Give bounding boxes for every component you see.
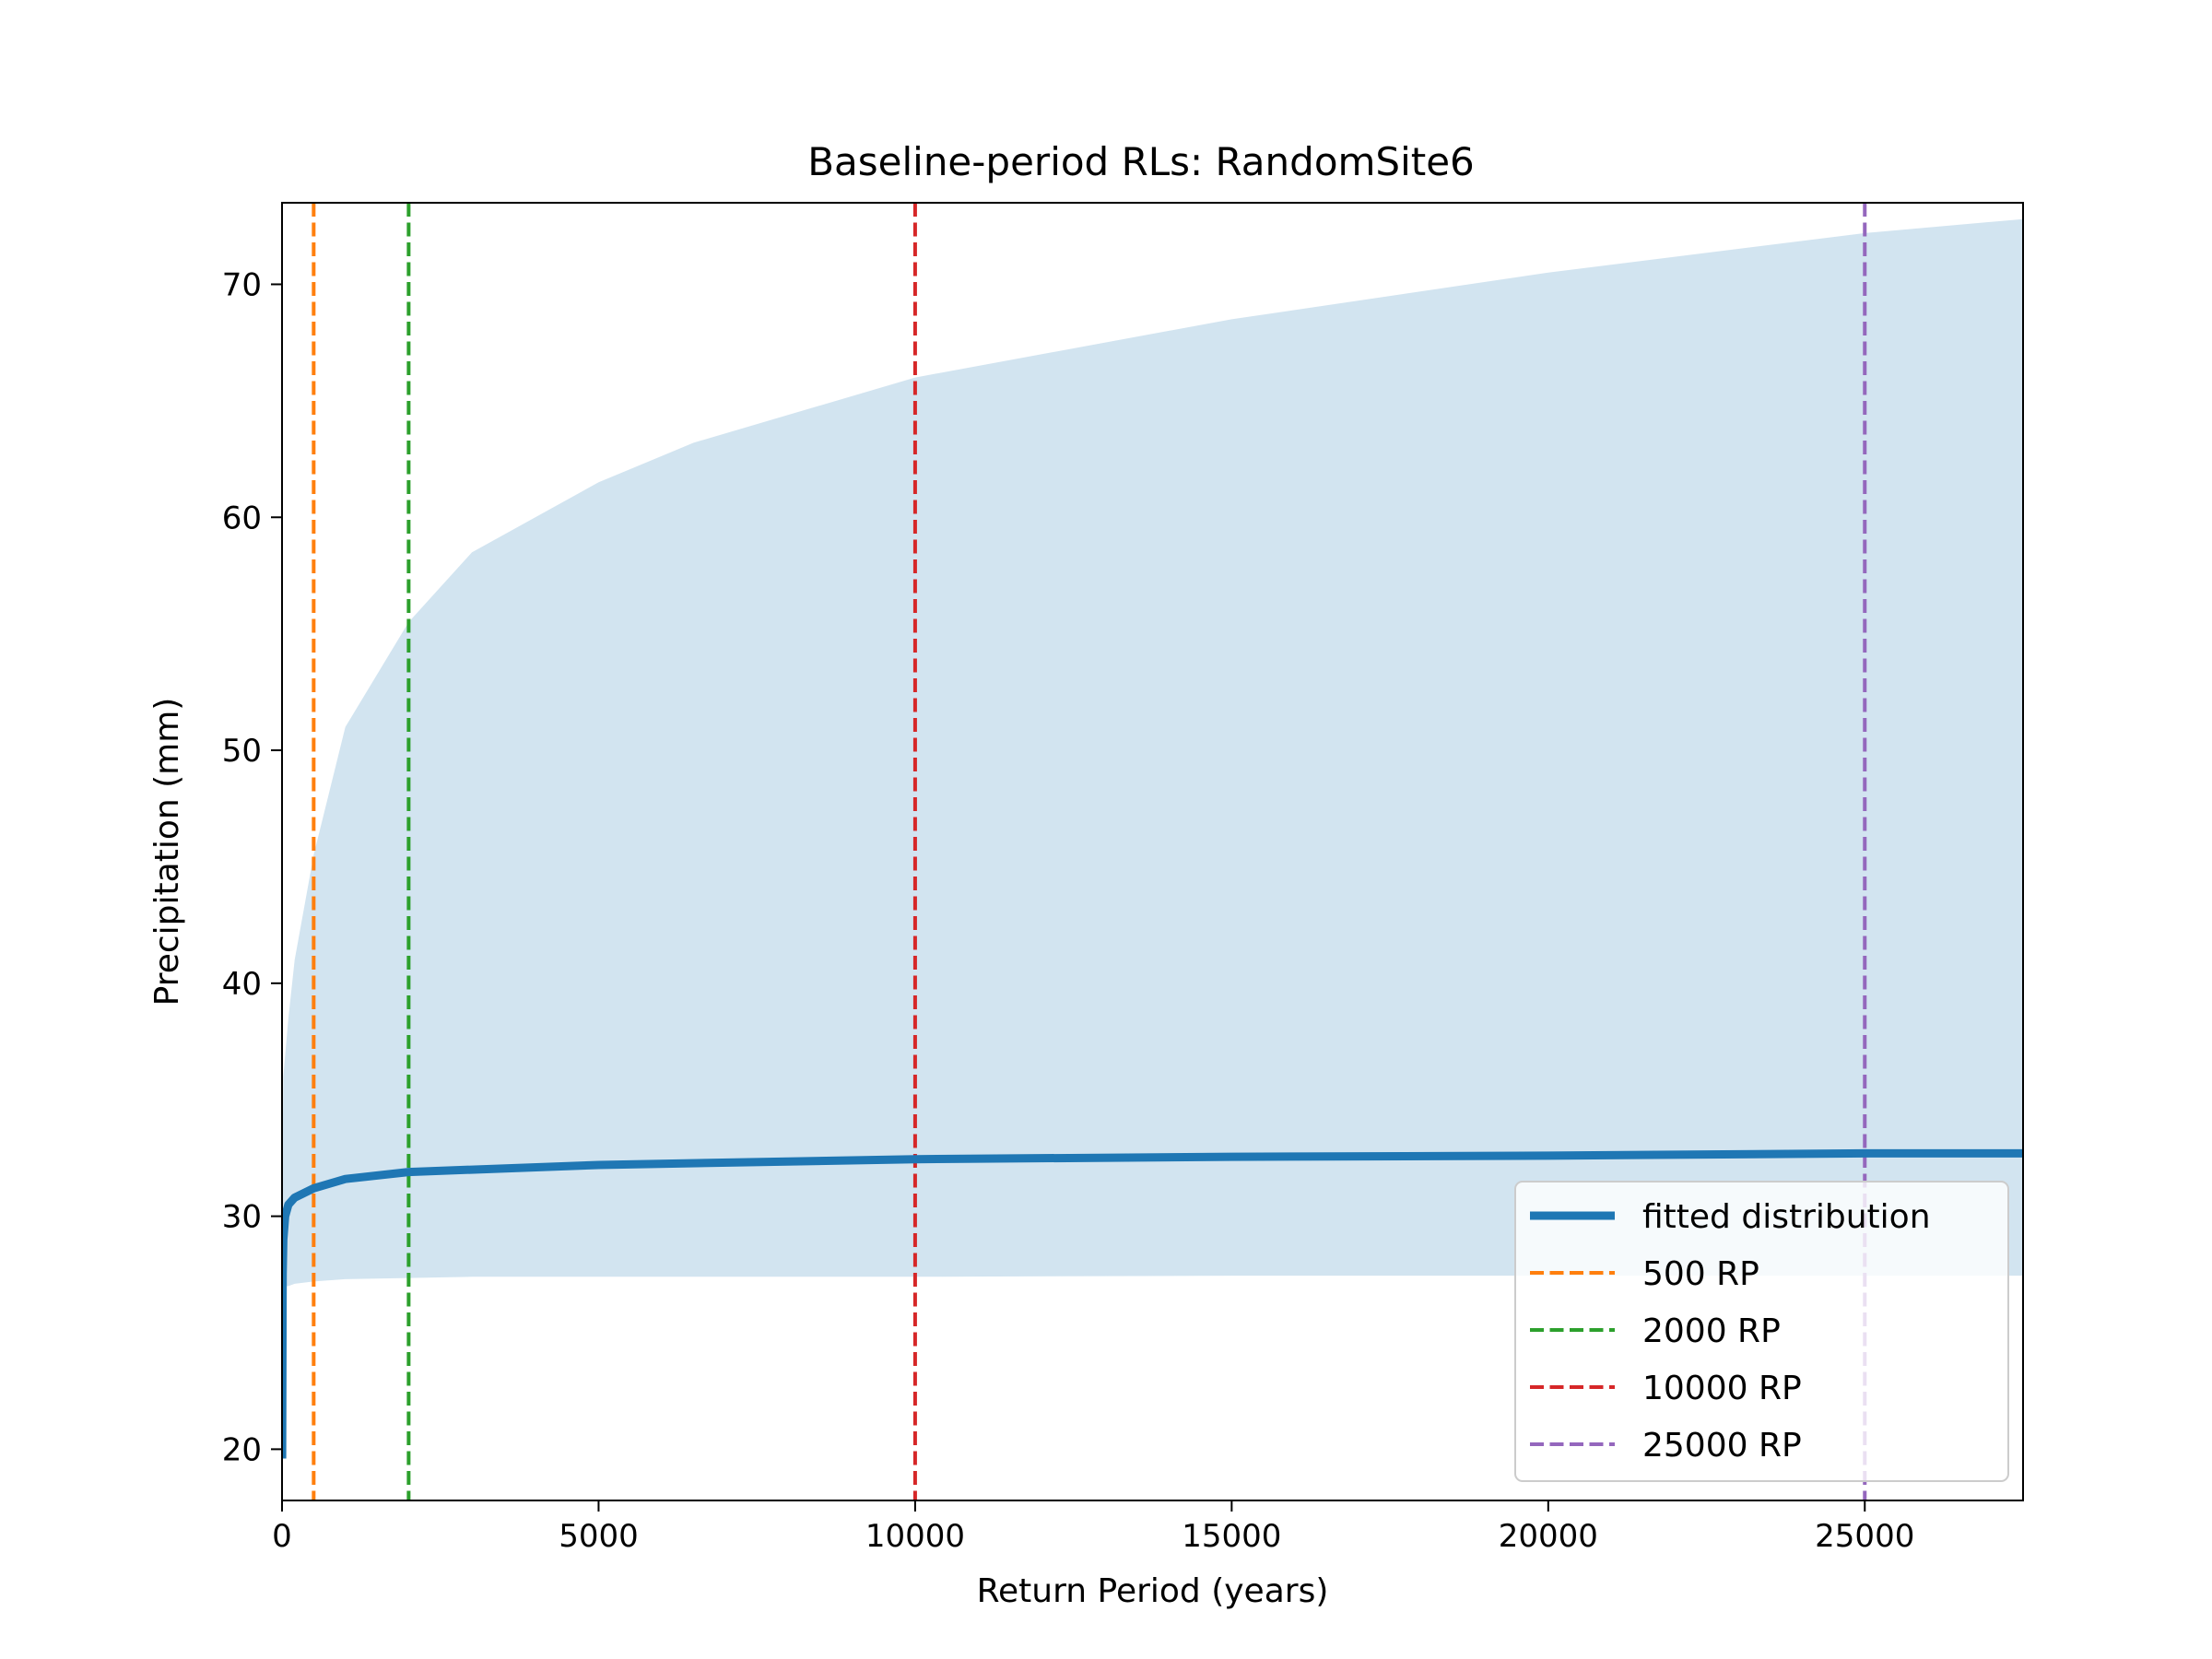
x-axis-label: Return Period (years) [977,1572,1329,1610]
y-tick-label: 20 [222,1431,262,1468]
y-tick-label: 70 [222,266,262,303]
fitted-distribution-line [282,1148,2023,1459]
legend-label: 25000 RP [1642,1427,1802,1465]
legend: fitted distribution 500 RP 2000 RP 10000 RP… [1514,1181,2009,1482]
legend-label: 10000 RP [1642,1370,1802,1407]
x-tick-label: 20000 [1499,1518,1598,1555]
legend-label: 500 RP [1642,1255,1759,1293]
x-tick-label: 10000 [865,1518,965,1555]
y-axis: 20 30 40 50 60 70 [222,266,282,1468]
y-tick-label: 30 [222,1199,262,1236]
x-tick-label: 15000 [1182,1518,1281,1555]
y-tick-label: 40 [222,966,262,1003]
chart-title: Baseline-period RLs: RandomSite6 [807,139,1475,184]
axes-frame [281,202,2024,1501]
x-tick-label: 5000 [559,1518,639,1555]
x-axis: 0 5000 10000 15000 20000 25000 [272,1500,1914,1555]
legend-box [1514,1181,2009,1482]
plot-area [282,203,2023,1500]
confidence-band [282,218,2023,1287]
legend-label: fitted distribution [1642,1198,1931,1236]
y-tick-label: 50 [222,733,262,770]
x-tick-label: 25000 [1815,1518,1914,1555]
legend-label: 2000 RP [1642,1312,1781,1350]
y-tick-label: 60 [222,500,262,536]
y-axis-label: Precipitation (mm) [148,698,186,1006]
x-tick-label: 0 [272,1518,292,1555]
